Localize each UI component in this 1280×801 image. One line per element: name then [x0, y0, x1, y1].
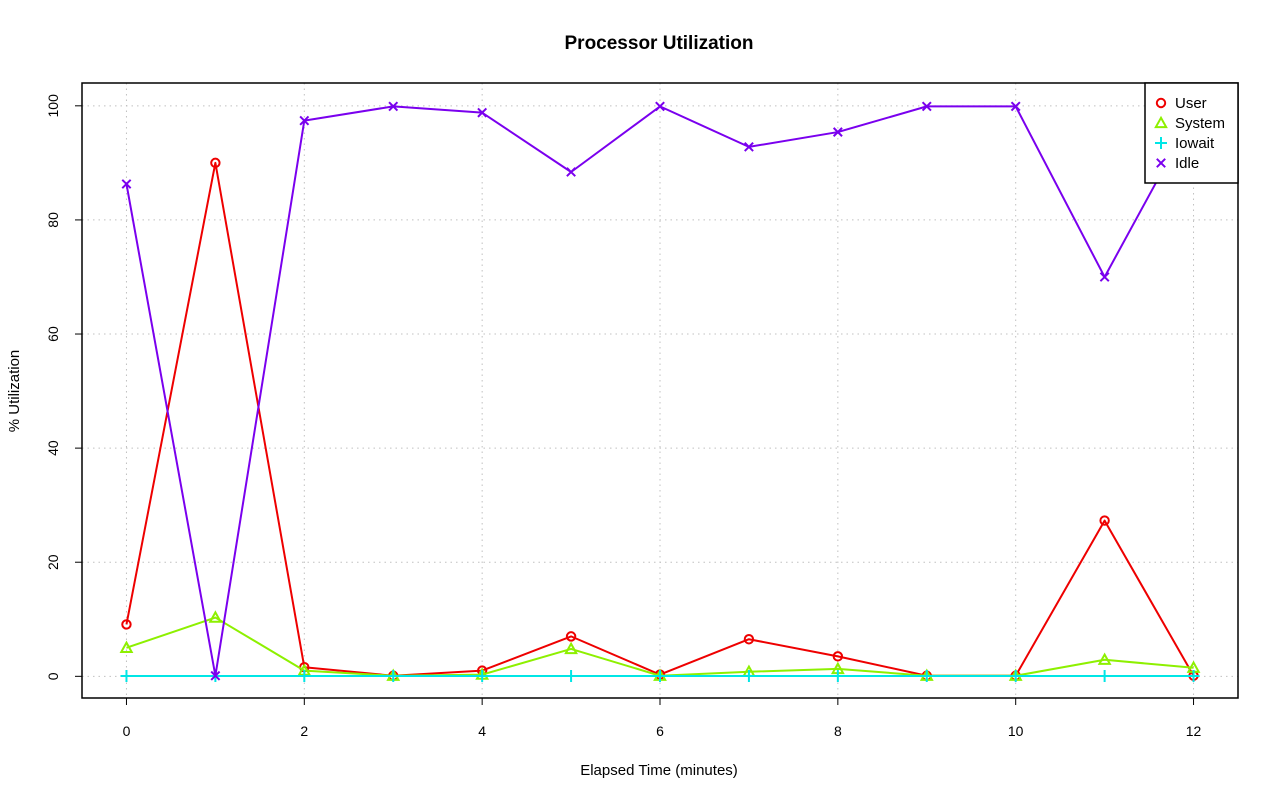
x-axis-label: Elapsed Time (minutes)	[580, 762, 738, 779]
data-point-idle-10	[1010, 101, 1021, 112]
data-point-idle-9	[921, 101, 932, 112]
series-layer	[119, 101, 1201, 683]
legend-marker-user	[1155, 97, 1167, 109]
data-point-iowait-11	[1098, 670, 1111, 683]
legend-marker-system	[1154, 115, 1168, 129]
data-point-idle-11	[1099, 272, 1110, 282]
legend-marker-iowait	[1155, 137, 1167, 149]
data-point-system-0	[119, 640, 134, 653]
data-point-user-0	[121, 619, 132, 630]
data-point-user-1	[210, 157, 221, 169]
legend-item-iowait: Iowait	[1155, 135, 1215, 152]
data-point-idle-3	[388, 101, 399, 112]
legend-label-iowait: Iowait	[1175, 135, 1215, 152]
data-point-idle-0	[121, 179, 132, 189]
data-point-iowait-9	[920, 670, 933, 683]
legend-item-user: User	[1155, 95, 1207, 112]
y-tick-label-100: 100	[45, 94, 61, 118]
data-point-idle-2	[299, 115, 310, 126]
data-point-iowait-10	[1009, 670, 1022, 683]
x-tick-label-6: 6	[656, 723, 664, 739]
data-point-iowait-8	[831, 670, 844, 683]
x-tick-label-12: 12	[1186, 723, 1202, 739]
data-point-idle-6	[655, 101, 665, 112]
x-tick-label-4: 4	[478, 723, 486, 739]
data-point-idle-7	[744, 141, 754, 152]
legend-item-system: System	[1154, 115, 1225, 132]
legend-item-idle: Idle	[1156, 155, 1199, 172]
legend-marker-idle	[1156, 158, 1166, 168]
y-tick-label-40: 40	[45, 440, 61, 456]
axes: 0 2 4 6 8 10 12 0 20 40 60 80 100	[45, 94, 1202, 739]
series-idle	[121, 101, 1199, 681]
data-point-iowait-2	[298, 670, 311, 683]
x-tick-label-2: 2	[300, 723, 308, 739]
data-point-iowait-6	[654, 670, 666, 683]
legend-label-user: User	[1175, 95, 1207, 112]
data-point-iowait-12	[1187, 670, 1200, 683]
data-point-user-5	[565, 631, 577, 642]
data-point-user-7	[743, 634, 755, 645]
legend-label-idle: Idle	[1175, 155, 1199, 172]
y-tick-label-60: 60	[45, 326, 61, 342]
y-axis-label: % Utilization	[6, 350, 23, 433]
data-point-iowait-4	[476, 670, 489, 683]
x-tick-label-8: 8	[834, 723, 842, 739]
data-point-user-8	[832, 651, 844, 662]
chart-title: Processor Utilization	[565, 33, 754, 54]
data-point-user-11	[1099, 515, 1110, 526]
data-point-idle-5	[566, 167, 576, 177]
data-point-idle-8	[832, 127, 843, 137]
legend: User System Iowait Idle	[1144, 82, 1239, 184]
data-point-system-5	[564, 641, 578, 655]
data-point-system-11	[1097, 652, 1112, 665]
x-tick-label-0: 0	[123, 723, 131, 739]
data-point-idle-1	[210, 670, 221, 681]
y-tick-label-0: 0	[45, 672, 61, 680]
data-point-idle-4	[477, 107, 488, 118]
data-point-iowait-5	[565, 670, 578, 683]
data-point-system-1	[208, 610, 223, 623]
y-tick-label-20: 20	[45, 554, 61, 570]
data-point-iowait-0	[120, 670, 133, 683]
data-point-iowait-3	[387, 670, 400, 683]
y-tick-label-80: 80	[45, 212, 61, 228]
legend-label-system: System	[1175, 115, 1225, 132]
x-tick-label-10: 10	[1008, 723, 1024, 739]
data-point-iowait-7	[742, 670, 755, 683]
